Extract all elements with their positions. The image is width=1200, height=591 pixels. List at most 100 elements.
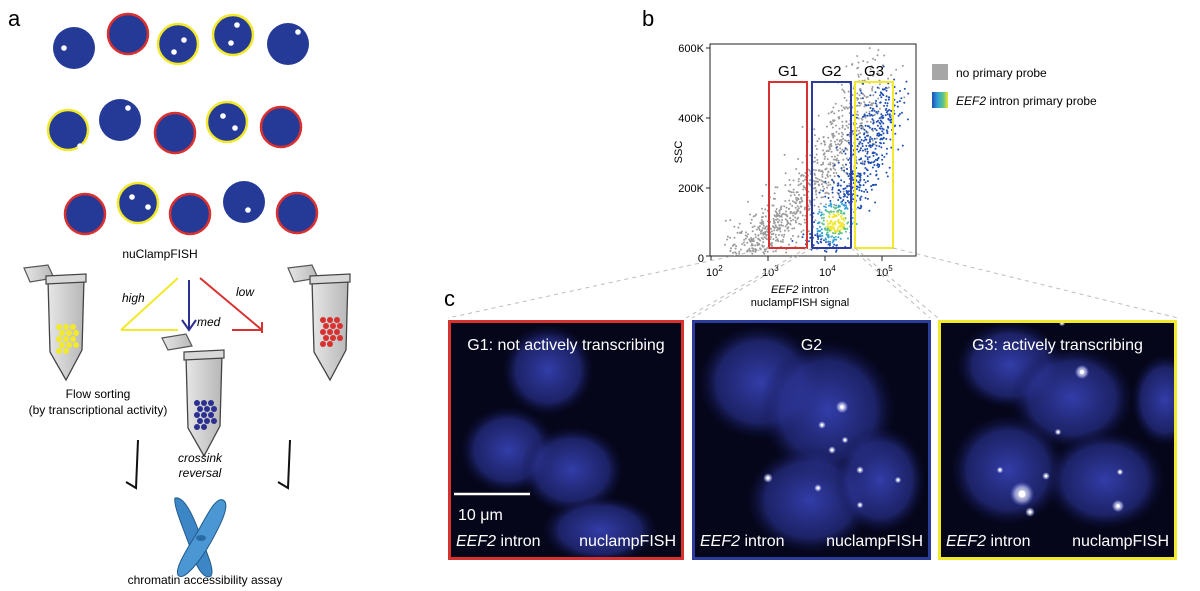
event-no-probe (851, 63, 854, 66)
rna-spot (129, 194, 135, 200)
event-no-probe (781, 240, 784, 243)
event-no-probe (863, 94, 866, 97)
event-no-probe (761, 207, 763, 210)
event-eef2-probe (871, 107, 874, 110)
sorted-cell-dot (327, 341, 333, 347)
event-no-probe (801, 161, 804, 164)
event-eef2-probe (868, 144, 871, 147)
event-eef2-probe (827, 240, 830, 243)
event-no-probe (800, 173, 803, 176)
event-no-probe (786, 215, 789, 218)
event-no-probe (819, 202, 822, 205)
scale-bar-label: 10 μm (458, 507, 503, 524)
event-eef2-probe (837, 174, 840, 177)
event-eef2-probe (831, 191, 834, 194)
event-no-probe (781, 224, 784, 227)
event-eef2-probe (827, 215, 830, 218)
event-eef2-probe (875, 99, 878, 102)
event-no-probe (740, 232, 743, 234)
event-no-probe (843, 91, 846, 94)
event-no-probe (789, 217, 791, 220)
event-no-probe (842, 89, 845, 92)
event-eef2-probe (802, 233, 805, 236)
event-no-probe (857, 114, 859, 116)
event-eef2-probe (817, 238, 820, 240)
event-no-probe (765, 233, 768, 236)
event-eef2-probe (887, 117, 890, 120)
event-eef2-probe (871, 114, 874, 117)
event-no-probe (795, 210, 798, 213)
event-eef2-probe (826, 225, 829, 228)
event-eef2-probe (887, 96, 890, 99)
event-no-probe (873, 143, 876, 146)
event-no-probe (761, 221, 763, 224)
event-eef2-probe (829, 202, 832, 205)
event-eef2-probe (859, 198, 862, 201)
event-no-probe (815, 148, 818, 150)
micrograph-title: G2 (801, 337, 822, 354)
event-no-probe (774, 224, 777, 227)
event-no-probe (781, 234, 783, 237)
event-no-probe (729, 236, 732, 239)
event-eef2-probe (877, 177, 880, 180)
event-eef2-probe (872, 151, 875, 154)
event-eef2-probe (844, 201, 847, 204)
event-eef2-probe (855, 116, 858, 119)
event-no-probe (827, 175, 829, 178)
sorted-cell-dot (323, 335, 329, 341)
event-no-probe (814, 182, 817, 185)
event-no-probe (841, 140, 843, 143)
event-no-probe (835, 172, 838, 174)
event-eef2-probe (808, 240, 810, 243)
event-no-probe (733, 225, 736, 228)
event-no-probe (830, 168, 833, 171)
event-no-probe (803, 218, 806, 221)
chromosome-icon (174, 497, 227, 578)
event-no-probe (762, 224, 765, 227)
event-no-probe (772, 217, 775, 220)
event-eef2-probe (865, 144, 868, 147)
event-no-probe (790, 191, 793, 194)
event-no-probe (878, 107, 881, 110)
event-no-probe (825, 167, 828, 170)
event-no-probe (791, 200, 794, 203)
event-eef2-probe (829, 200, 832, 202)
event-eef2-probe (825, 233, 828, 236)
event-no-probe (779, 240, 782, 243)
event-no-probe (807, 230, 810, 233)
event-no-probe (784, 172, 787, 175)
event-no-probe (801, 200, 804, 202)
x-tick: 103 (762, 264, 779, 279)
event-eef2-probe (801, 236, 804, 239)
event-no-probe (748, 238, 751, 241)
event-no-probe (834, 168, 837, 171)
event-no-probe (845, 106, 848, 108)
event-eef2-probe (875, 153, 878, 156)
event-eef2-probe (822, 189, 825, 192)
event-no-probe (745, 231, 747, 234)
event-no-probe (804, 186, 807, 189)
event-no-probe (795, 221, 797, 224)
event-no-probe (837, 159, 840, 162)
event-no-probe (856, 55, 859, 57)
event-eef2-probe (830, 205, 833, 208)
x-ticks: 102 103 104 105 (706, 256, 893, 279)
event-eef2-probe (869, 114, 872, 117)
event-eef2-probe (816, 240, 819, 243)
event-eef2-probe (851, 217, 854, 219)
x-tick: 105 (876, 264, 893, 279)
event-eef2-probe (884, 86, 887, 89)
arrow-low (199, 277, 263, 331)
event-no-probe (856, 104, 859, 107)
event-no-probe (856, 92, 859, 95)
event-eef2-probe (885, 171, 888, 174)
event-no-probe (749, 222, 752, 225)
event-no-probe (813, 134, 816, 137)
event-no-probe (841, 109, 844, 112)
event-eef2-probe (862, 184, 865, 187)
event-eef2-probe (872, 122, 875, 125)
event-no-probe (832, 196, 834, 199)
event-no-probe (835, 131, 838, 133)
event-eef2-probe (847, 159, 850, 161)
